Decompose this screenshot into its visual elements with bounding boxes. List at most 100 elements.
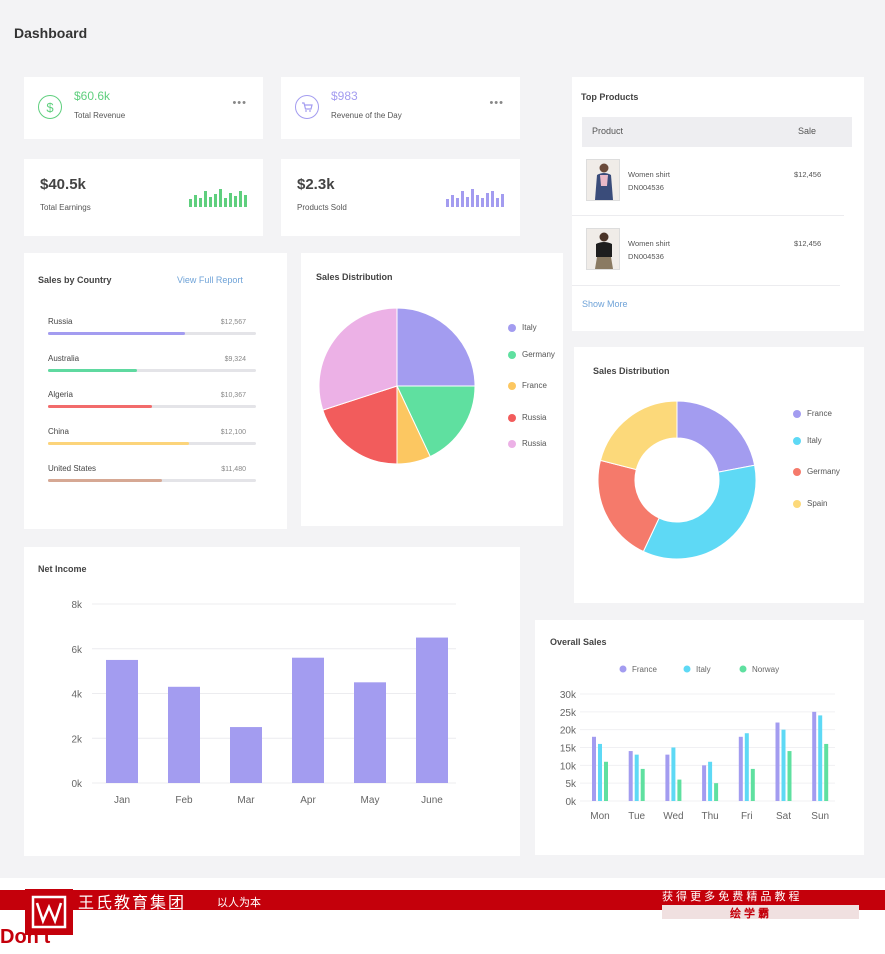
legend-item[interactable]: Russia	[508, 439, 546, 448]
bar[interactable]	[714, 783, 719, 801]
progress-fill	[48, 405, 152, 409]
legend-label: France	[522, 381, 547, 390]
legend-label: Germany	[522, 350, 555, 359]
x-tick-label: Sun	[811, 811, 829, 822]
legend-item[interactable]: Spain	[793, 499, 827, 508]
bar[interactable]	[604, 761, 608, 801]
legend-item[interactable]: Germany	[508, 350, 555, 359]
more-options-icon[interactable]: •••	[489, 97, 504, 109]
country-row: Algeria $10,367	[48, 390, 256, 420]
product-price: $12,456	[794, 170, 822, 179]
sparkline-bar	[496, 198, 499, 207]
table-row[interactable]: Women shirt DN004536 $12,456	[572, 159, 846, 219]
pie-slice[interactable]	[597, 459, 660, 553]
bar[interactable]	[665, 754, 670, 801]
legend-dot	[793, 499, 801, 508]
sparkline-bar	[451, 195, 454, 207]
bar[interactable]	[671, 747, 676, 802]
card-title: Net Income	[38, 564, 87, 574]
stat-label: Products Sold	[297, 203, 347, 212]
legend-item[interactable]: Italy	[508, 323, 537, 332]
progress-fill	[48, 368, 138, 372]
progress-fill	[48, 442, 190, 446]
bar[interactable]	[634, 754, 639, 801]
dollar-icon: $	[38, 95, 62, 119]
bar[interactable]	[738, 736, 743, 801]
legend-item[interactable]: Germany	[793, 467, 840, 476]
bar[interactable]	[640, 768, 645, 801]
legend-dot	[508, 381, 516, 390]
pie-slice[interactable]	[642, 464, 757, 560]
legend-item[interactable]: France	[793, 409, 832, 418]
bar[interactable]	[750, 768, 755, 801]
logo-caption: Don't	[0, 926, 51, 948]
legend-label[interactable]: Italy	[696, 665, 711, 674]
footer-slogan: 以人为本	[217, 897, 261, 909]
y-tick-label: 5k	[565, 779, 577, 790]
bar[interactable]	[598, 743, 602, 801]
pie-slice[interactable]	[676, 400, 756, 473]
column-header-product: Product	[592, 126, 624, 136]
country-row: Australia $9,324	[48, 354, 256, 384]
bar[interactable]	[106, 659, 138, 783]
bar[interactable]	[787, 751, 792, 801]
product-code: DN004536	[628, 183, 664, 192]
bar[interactable]	[818, 715, 823, 801]
product-price: $12,456	[794, 239, 822, 248]
donut-chart	[597, 400, 757, 560]
card-title: Top Products	[581, 92, 639, 102]
bar[interactable]	[781, 729, 786, 801]
bar[interactable]	[744, 733, 749, 801]
progress-track	[48, 442, 256, 446]
country-value: $9,324	[224, 355, 246, 363]
progress-fill	[48, 332, 186, 335]
x-tick-label: May	[361, 795, 380, 806]
bar[interactable]	[677, 779, 682, 801]
pie-slice[interactable]	[599, 400, 678, 471]
bar[interactable]	[354, 682, 386, 783]
y-tick-label: 25k	[560, 708, 577, 719]
pie-slice[interactable]	[396, 307, 476, 387]
bar[interactable]	[702, 765, 707, 801]
bar[interactable]	[168, 686, 200, 783]
progress-track	[48, 405, 256, 409]
legend-label[interactable]: Norway	[752, 665, 779, 674]
bar[interactable]	[416, 637, 448, 783]
bar[interactable]	[824, 743, 829, 801]
view-full-report-link[interactable]: View Full Report	[177, 275, 243, 285]
pie-slice[interactable]	[396, 385, 476, 458]
pie-slice[interactable]	[318, 307, 398, 411]
legend-label: Spain	[807, 499, 828, 508]
sparkline-bar	[219, 189, 222, 207]
sparkline-bar	[204, 191, 207, 207]
sparkline-bar	[209, 197, 212, 207]
pie-chart	[318, 307, 476, 465]
country-row: China $12,100	[48, 427, 256, 457]
card-title: Sales Distribution	[593, 366, 670, 376]
legend-label[interactable]: France	[632, 665, 657, 674]
show-more-link[interactable]: Show More	[582, 299, 628, 309]
bar[interactable]	[230, 727, 262, 783]
country-name: Russia	[48, 317, 73, 326]
legend-item[interactable]: Russia	[508, 413, 546, 422]
country-value: $10,367	[220, 392, 246, 400]
bar[interactable]	[775, 722, 780, 801]
x-tick-label: Sat	[776, 811, 791, 822]
table-row[interactable]: Women shirt DN004536 $12,456	[572, 228, 846, 288]
bar[interactable]	[292, 657, 324, 783]
x-tick-label: Apr	[300, 795, 316, 806]
y-tick-label: 0k	[565, 797, 577, 808]
x-tick-label: Jan	[114, 795, 130, 806]
more-options-icon[interactable]: •••	[232, 97, 247, 109]
sparkline-bar	[224, 198, 227, 207]
legend-item[interactable]: France	[508, 381, 547, 390]
pie-slice[interactable]	[322, 385, 398, 465]
stat-value: $60.6k	[74, 89, 111, 103]
legend-item[interactable]: Italy	[793, 436, 822, 445]
bar[interactable]	[812, 711, 817, 801]
bar[interactable]	[628, 751, 633, 801]
sparkline-bar	[194, 195, 197, 207]
country-value: $12,100	[220, 429, 246, 437]
bar[interactable]	[592, 736, 596, 801]
bar[interactable]	[708, 761, 713, 801]
